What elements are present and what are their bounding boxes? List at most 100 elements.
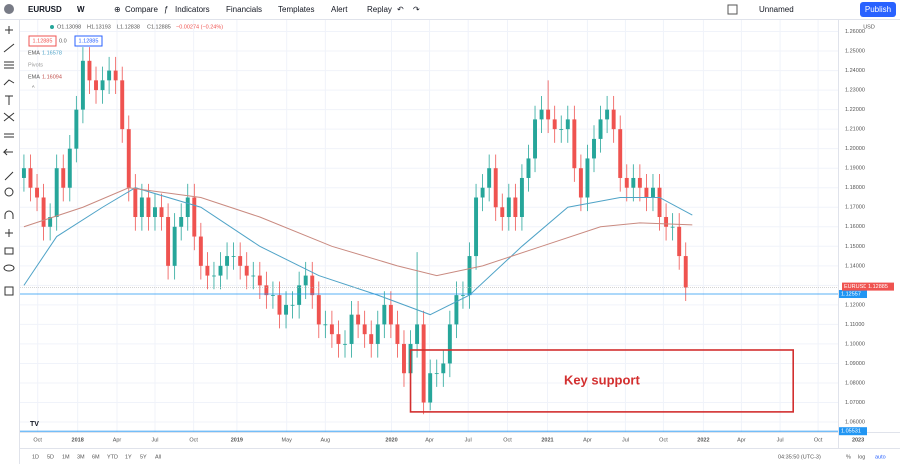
candle-body [369, 334, 374, 344]
y-tick-label: 1.25000 [845, 48, 865, 54]
x-tick-label: Jul [151, 437, 158, 443]
candle-body [657, 187, 662, 218]
annotation-text: Key support [564, 372, 641, 387]
indicators-icon[interactable]: ƒ [164, 5, 168, 14]
tool-eye[interactable] [3, 264, 15, 272]
tool-ruler[interactable] [4, 171, 14, 181]
range-button[interactable]: 1Y [125, 454, 132, 460]
compare[interactable]: Compare [125, 5, 158, 14]
x-tick-label: 2018 [72, 437, 84, 443]
candle-body [120, 80, 125, 130]
candle-body [87, 60, 92, 81]
bid-box[interactable] [28, 35, 57, 47]
tool-measure[interactable] [4, 133, 14, 138]
layout-icon[interactable] [727, 4, 738, 15]
avatar[interactable] [4, 4, 14, 14]
x-tick-label: May [281, 437, 292, 443]
candle-body [506, 197, 511, 218]
range-button[interactable]: All [155, 454, 161, 460]
layout-name[interactable]: Unnamed [759, 5, 794, 14]
candle-body [297, 285, 302, 305]
candle-body [428, 373, 433, 403]
tool-zoom[interactable] [4, 187, 14, 197]
tool-magnet[interactable] [4, 210, 14, 219]
templates[interactable]: Templates [278, 5, 314, 14]
candle-body [395, 324, 400, 344]
ema1-value: 1.16578 [42, 50, 62, 56]
ema2-value: 1.16094 [42, 74, 62, 80]
candle-body [375, 324, 380, 344]
tool-projection[interactable] [3, 112, 15, 122]
financials[interactable]: Financials [226, 5, 262, 14]
candle-body [592, 138, 596, 159]
x-tick-label: 2023 [852, 437, 864, 443]
tool-trash[interactable] [4, 286, 14, 296]
candle-body [172, 226, 177, 266]
candle-body [303, 275, 308, 286]
y-tick-label: 1.26000 [845, 29, 865, 35]
tool-text[interactable] [5, 95, 13, 105]
x-tick-label: Apr [737, 437, 746, 443]
spread: 0.0 [59, 38, 67, 44]
range-button[interactable]: 3M [77, 454, 85, 460]
candle-body [80, 60, 85, 110]
undo[interactable]: ↶ [397, 5, 404, 14]
y-tick-label: 1.06000 [845, 419, 865, 425]
tool-trend[interactable] [3, 43, 15, 53]
ask[interactable]: 1.12885 [79, 38, 99, 44]
range-button[interactable]: YTD [107, 454, 118, 460]
symbol[interactable]: EURUSD [28, 5, 62, 14]
x-tick-label: Oct [33, 437, 42, 443]
range-button[interactable]: 6M [92, 454, 100, 460]
candle-body [211, 275, 216, 277]
compare-icon[interactable]: ⊕ [114, 5, 121, 14]
range-button[interactable]: 5D [47, 454, 54, 460]
clock: 04:35:50 (UTC-3) [778, 454, 821, 460]
legend-collapse[interactable]: ^ [32, 85, 35, 91]
range-button[interactable]: 1D [32, 454, 39, 460]
publish-button[interactable] [860, 2, 896, 17]
candle-body [323, 324, 328, 326]
candle-body [441, 363, 446, 374]
alert[interactable]: Alert [331, 5, 348, 14]
last-price-name: EURUSD [844, 284, 867, 290]
candle-body [231, 256, 236, 257]
currency: USD [863, 24, 875, 30]
x-tick-label: 2022 [697, 437, 709, 443]
y-tick-label: 1.15000 [845, 244, 865, 250]
y-tick-label: 1.09000 [845, 361, 865, 367]
tool-pattern[interactable] [3, 79, 15, 86]
candle-body [460, 295, 465, 296]
tool-crosshair[interactable] [5, 26, 13, 34]
y-tick-label: 1.16000 [845, 224, 865, 230]
percent-toggle[interactable]: % [846, 454, 851, 460]
tool-lock-drawing[interactable] [5, 229, 13, 237]
replay[interactable]: Replay [367, 5, 392, 14]
last-price-name-box [842, 282, 866, 291]
candle-body [146, 197, 151, 218]
interval[interactable]: W [77, 5, 85, 14]
tool-fib[interactable] [4, 61, 14, 69]
redo[interactable]: ↷ [413, 5, 420, 14]
tool-lock[interactable] [4, 247, 14, 255]
candle-body [618, 129, 623, 178]
log-toggle[interactable]: log [858, 454, 865, 460]
candle-body [631, 177, 636, 188]
candle-body [310, 275, 315, 296]
left-toolbar [2, 20, 20, 464]
range-button[interactable]: 1M [62, 454, 70, 460]
publish[interactable]: Publish [865, 5, 891, 14]
y-tick-label: 1.24000 [845, 68, 865, 74]
candle-body [487, 168, 492, 188]
ask-box[interactable] [74, 35, 103, 47]
indicators[interactable]: Indicators [175, 5, 210, 14]
candle-body [257, 275, 262, 286]
auto-toggle[interactable]: auto [875, 454, 886, 460]
range-button[interactable]: 5Y [140, 454, 147, 460]
tool-back[interactable] [2, 148, 13, 156]
bid[interactable]: 1.12885 [33, 38, 53, 44]
y-tick-label: 1.22000 [845, 107, 865, 113]
candle-body [316, 295, 321, 325]
candle-body [454, 295, 459, 325]
